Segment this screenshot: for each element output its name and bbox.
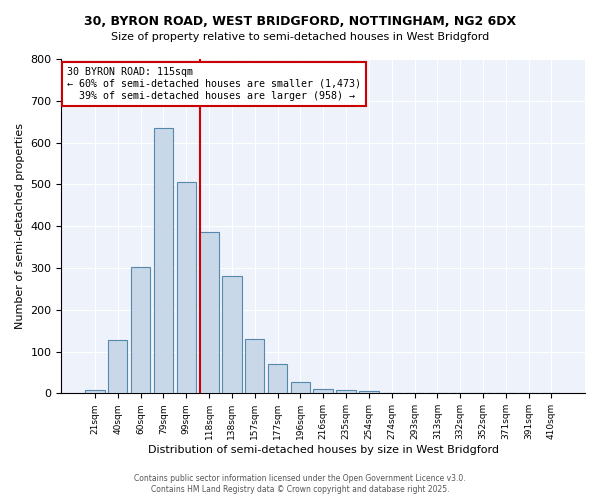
Text: Contains public sector information licensed under the Open Government Licence v3: Contains public sector information licen…: [134, 474, 466, 483]
Text: 30, BYRON ROAD, WEST BRIDGFORD, NOTTINGHAM, NG2 6DX: 30, BYRON ROAD, WEST BRIDGFORD, NOTTINGH…: [84, 15, 516, 28]
Bar: [176, 182, 196, 394]
Bar: [108, 340, 127, 394]
Bar: [290, 382, 310, 394]
Bar: [313, 389, 333, 394]
Bar: [199, 232, 219, 394]
Text: 30 BYRON ROAD: 115sqm
← 60% of semi-detached houses are smaller (1,473)
  39% of: 30 BYRON ROAD: 115sqm ← 60% of semi-deta…: [67, 68, 361, 100]
Y-axis label: Number of semi-detached properties: Number of semi-detached properties: [15, 123, 25, 329]
Text: Size of property relative to semi-detached houses in West Bridgford: Size of property relative to semi-detach…: [111, 32, 489, 42]
Text: Contains HM Land Registry data © Crown copyright and database right 2025.: Contains HM Land Registry data © Crown c…: [151, 484, 449, 494]
Bar: [359, 391, 379, 394]
Bar: [245, 339, 265, 394]
Bar: [337, 390, 356, 394]
Bar: [268, 364, 287, 394]
X-axis label: Distribution of semi-detached houses by size in West Bridgford: Distribution of semi-detached houses by …: [148, 445, 499, 455]
Bar: [154, 128, 173, 394]
Bar: [85, 390, 104, 394]
Bar: [222, 276, 242, 394]
Bar: [131, 267, 150, 394]
